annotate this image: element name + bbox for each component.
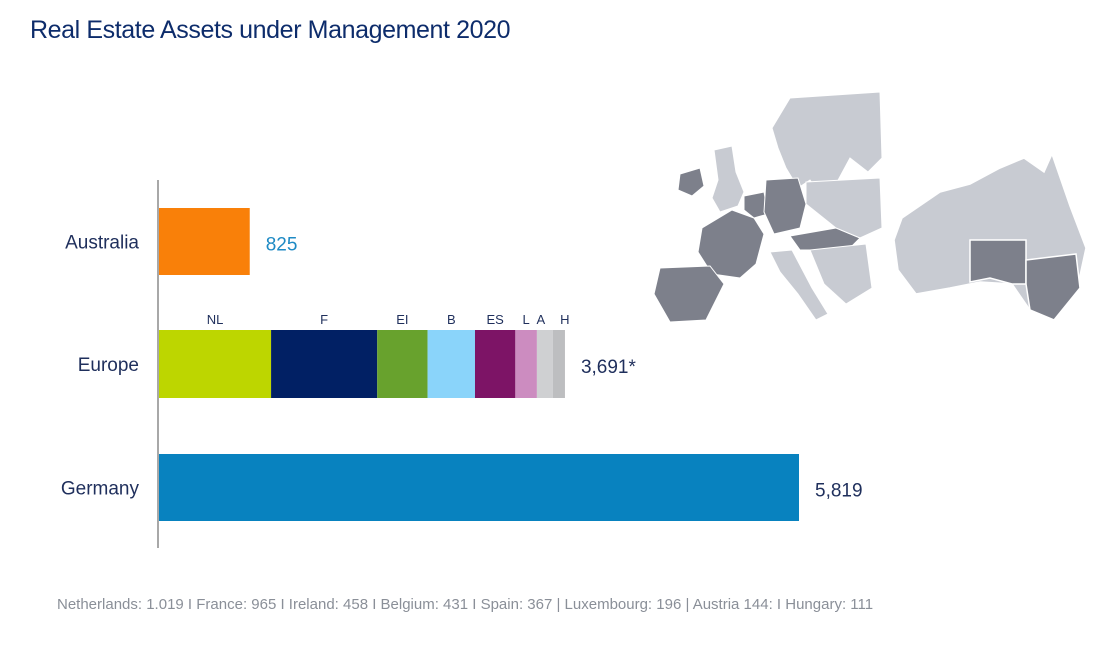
segment-label: NL: [207, 312, 224, 327]
bar-segment: [536, 330, 553, 398]
segment-label: B: [447, 312, 456, 327]
segment-label: ES: [486, 312, 504, 327]
category-label: Australia: [65, 233, 139, 254]
page-title: Real Estate Assets under Management 2020: [30, 16, 511, 44]
france-shape: [697, 209, 765, 279]
bar-segment: [159, 330, 272, 398]
germany-shape: [763, 177, 807, 235]
bar-segment: [552, 330, 565, 398]
eastern-europe-shape: [805, 177, 883, 239]
category-label: Germany: [61, 479, 140, 500]
segment-label: F: [320, 312, 328, 327]
total-label: 5,819: [815, 481, 863, 502]
bar-segment: [271, 330, 378, 398]
total-label: 825: [266, 235, 298, 256]
south-australia-shape: [969, 239, 1027, 285]
bar-segment: [427, 330, 475, 398]
bar-segment: [474, 330, 516, 398]
segment-label: EI: [396, 312, 408, 327]
total-label: 3,691*: [581, 357, 637, 378]
nsw-victoria-shape: [1025, 253, 1081, 321]
bar-segment: [377, 330, 428, 398]
iberia-shape: [653, 265, 725, 323]
segment-label: A: [536, 312, 545, 327]
region-maps: [653, 91, 1087, 323]
balkans-shape: [809, 243, 873, 305]
italy-shape: [769, 249, 829, 321]
australia-map: [893, 151, 1087, 321]
europe-map: [653, 91, 883, 323]
bar-segment: [159, 208, 250, 275]
austria-hungary-shape: [789, 227, 861, 251]
great-britain-shape: [711, 145, 745, 213]
segment-label: L: [523, 312, 530, 327]
footnote: Netherlands: 1.019 I France: 965 I Irela…: [57, 596, 874, 613]
bar-segment: [159, 454, 799, 521]
category-label: Europe: [78, 355, 139, 376]
benelux-shape: [743, 191, 769, 219]
bar-segment: [515, 330, 537, 398]
chart-bars: Australia 825 Europe 3,691* Germany 5,819 NL F E…: [61, 208, 863, 521]
ireland-shape: [677, 167, 705, 197]
segment-label: H: [560, 312, 569, 327]
